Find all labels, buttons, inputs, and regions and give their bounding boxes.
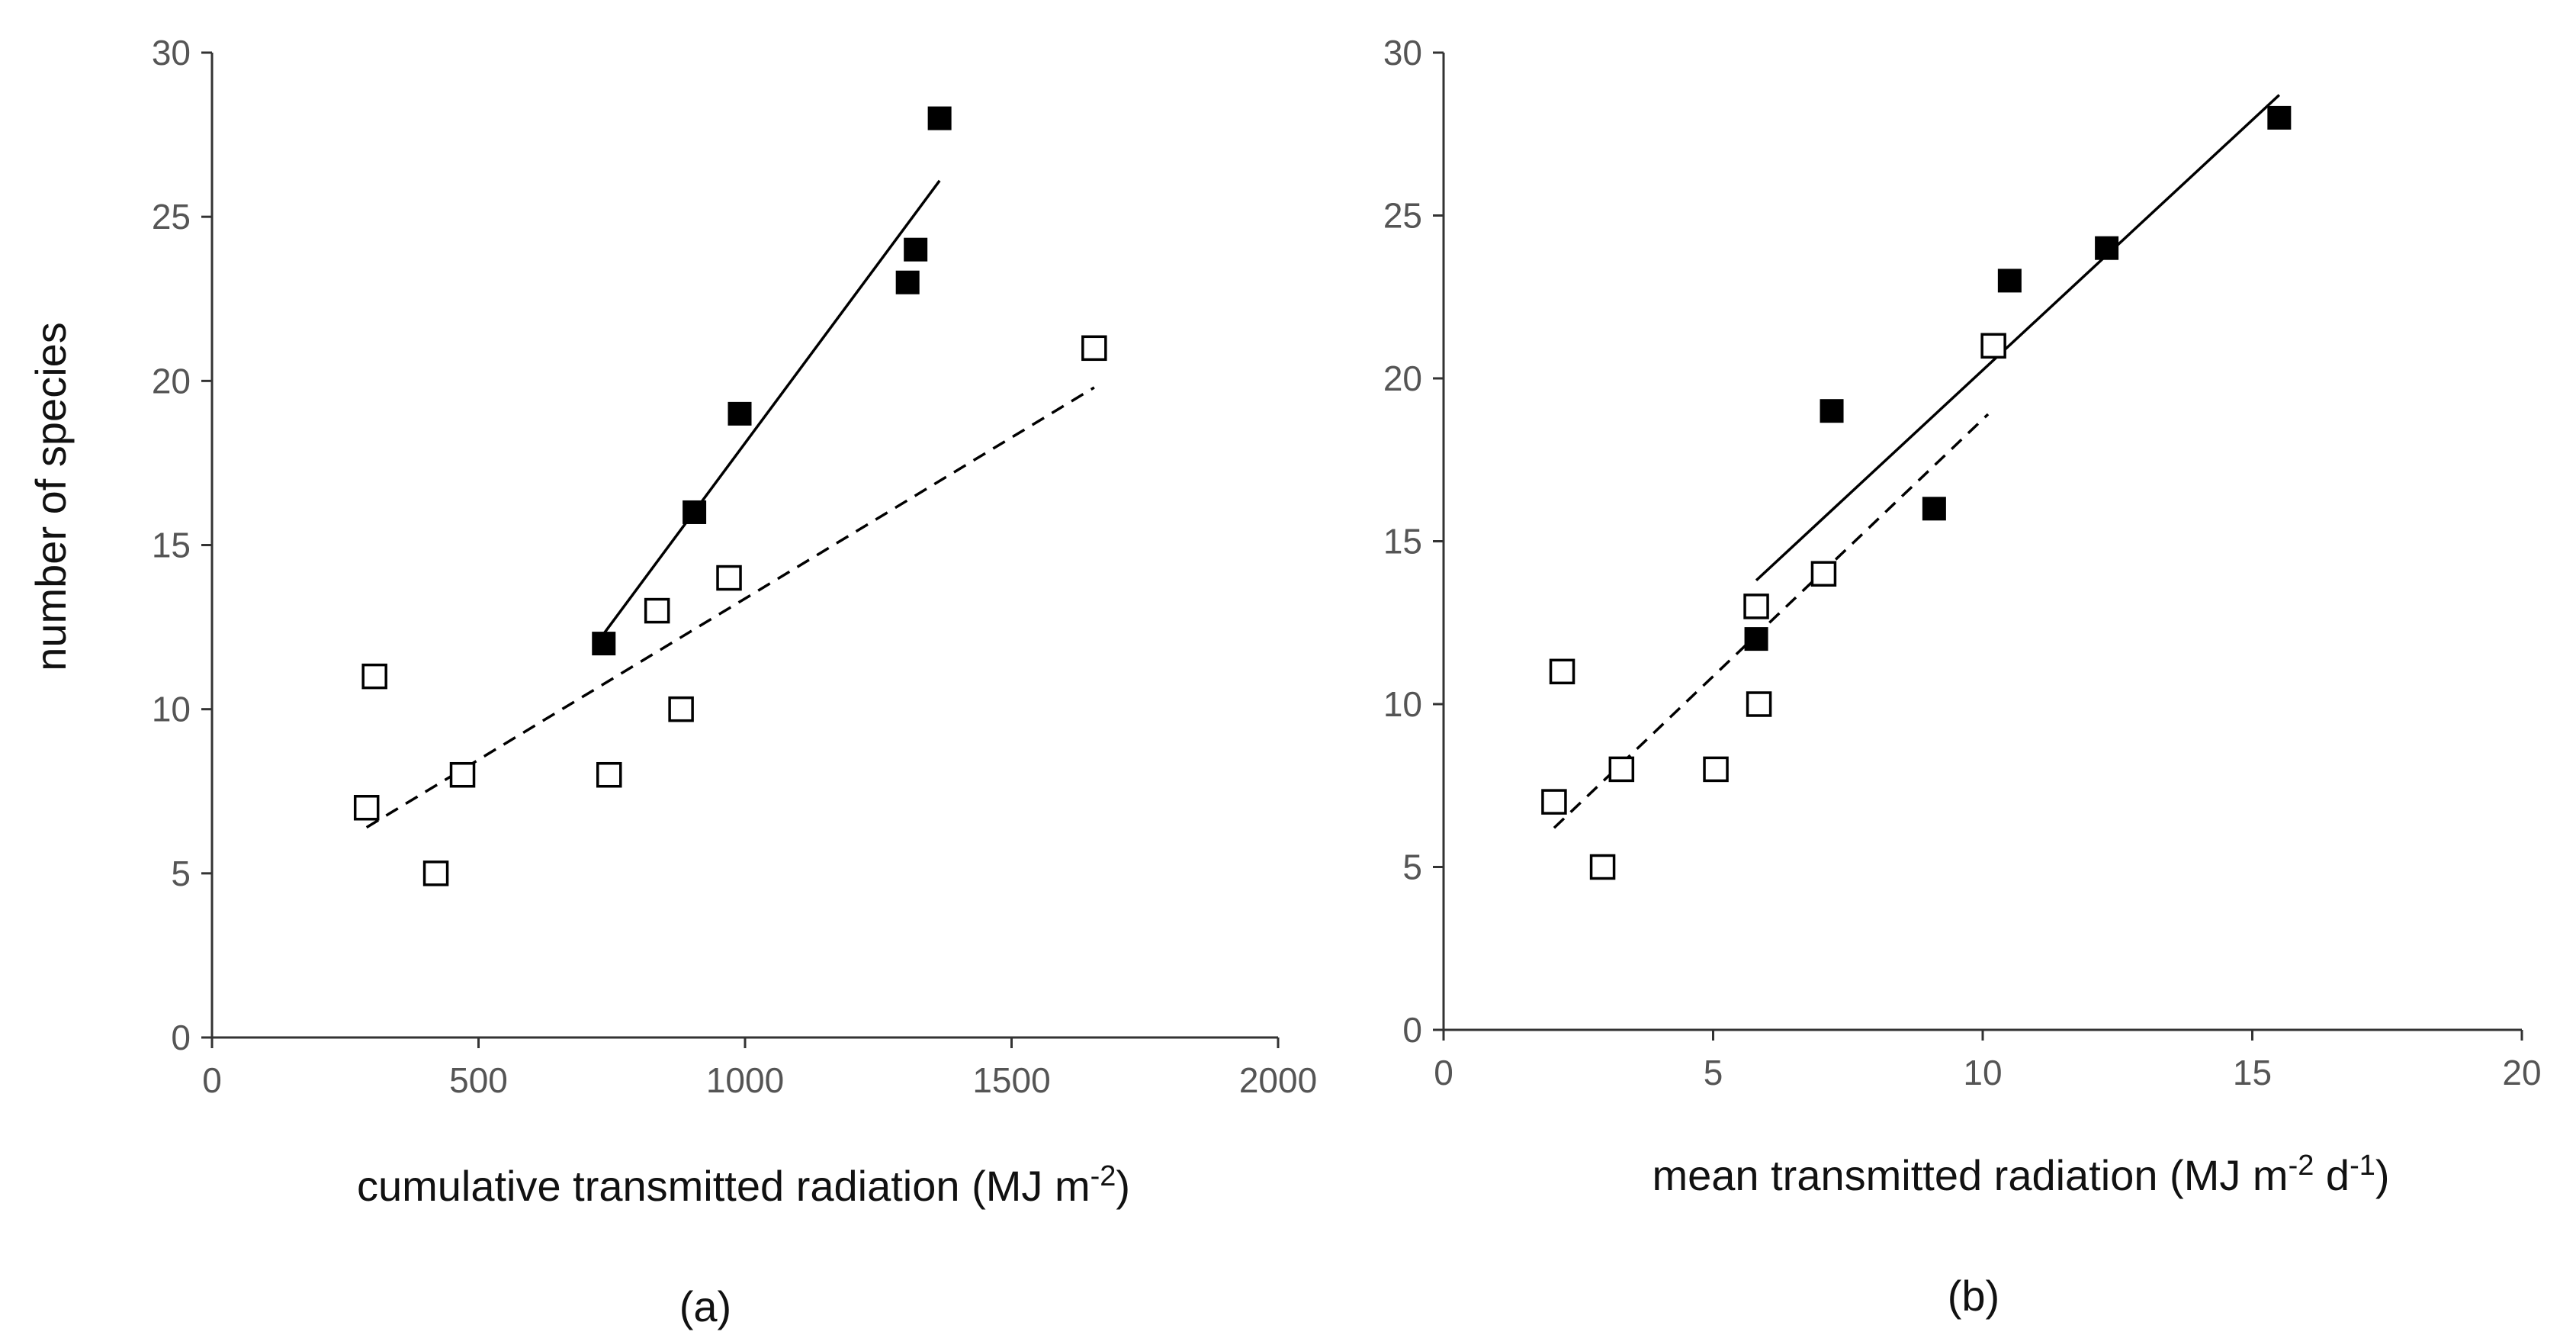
chart-a-y-tick-label: 15 <box>152 526 191 565</box>
chart-a-x-tick-label: 2000 <box>1239 1060 1317 1100</box>
chart-a-filled-square-point <box>904 237 928 262</box>
chart-b-x-tick-labels: 0 5 10 15 20 <box>1434 1053 2541 1092</box>
chart-a-y-tick-label: 30 <box>152 33 191 72</box>
chart-a: 0 5 10 15 20 25 30 0 500 1000 1500 2000 number of … <box>27 33 1317 1330</box>
chart-a-x-tick-label: 0 <box>202 1060 222 1100</box>
chart-a-y-tick-label: 25 <box>152 197 191 236</box>
chart-b-filled-square-point <box>1997 269 2022 293</box>
chart-b-open-square-point <box>1541 789 1567 815</box>
chart-b-open-square-point <box>1743 594 1769 619</box>
chart-b-open-square-point <box>1589 854 1616 880</box>
chart-b-open-square-point <box>1703 756 1729 783</box>
chart-b-filled-square-point <box>1820 399 1844 423</box>
chart-a-open-fit-line <box>365 386 1095 829</box>
chart-b: 0 5 10 15 20 25 30 0 5 10 15 20 mean transmitted r… <box>1383 33 2542 1320</box>
chart-b-panel-label: (b) <box>1948 1272 1999 1320</box>
chart-a-open-square-point <box>716 565 742 591</box>
chart-a-x-tick-label: 500 <box>449 1060 508 1100</box>
chart-b-open-square-point <box>1980 333 2006 359</box>
chart-a-fit-lines <box>365 179 1095 829</box>
chart-b-y-tick-label: 15 <box>1383 522 1422 561</box>
chart-a-x-tick-labels: 0 500 1000 1500 2000 <box>202 1060 1317 1100</box>
chart-a-open-square-point <box>353 795 380 821</box>
chart-b-x-tick-label: 5 <box>1704 1053 1723 1092</box>
chart-a-x-tick-label: 1500 <box>972 1060 1050 1100</box>
chart-a-x-tick-label: 1000 <box>706 1060 784 1100</box>
chart-b-open-square-point <box>1549 658 1575 685</box>
chart-a-filled-square-point <box>683 500 707 524</box>
chart-b-axes <box>1433 51 2523 1041</box>
chart-a-open-square-point <box>644 597 670 624</box>
chart-a-x-axis-title: cumulative transmitted radiation (MJ m-2… <box>357 1160 1130 1210</box>
chart-b-open-square-point <box>1746 691 1772 717</box>
chart-b-fit-lines <box>1553 94 2281 829</box>
chart-b-x-tick-label: 10 <box>1963 1053 2002 1092</box>
chart-b-filled-square-point <box>2267 105 2292 130</box>
chart-b-markers <box>1541 105 2292 880</box>
chart-b-filled-square-point <box>1922 497 1946 521</box>
chart-b-y-tick-labels: 0 5 10 15 20 25 30 <box>1383 33 1422 1050</box>
chart-b-open-square-point <box>1608 756 1635 783</box>
chart-b-y-tick-label: 5 <box>1402 848 1422 887</box>
chart-b-y-tick-label: 20 <box>1383 359 1422 398</box>
chart-b-y-tick-label: 25 <box>1383 196 1422 236</box>
chart-b-x-tick-label: 15 <box>2233 1053 2272 1092</box>
chart-b-open-square-point <box>1810 561 1837 587</box>
chart-b-x-tick-label: 20 <box>2502 1053 2541 1092</box>
chart-a-open-square-point <box>668 696 694 722</box>
chart-a-open-square-point <box>449 761 476 788</box>
chart-b-x-axis-title: mean transmitted radiation (MJ m-2 d-1) <box>1652 1150 2389 1199</box>
chart-b-x-tick-label: 0 <box>1434 1053 1453 1092</box>
chart-a-y-axis-title: number of species <box>27 322 75 671</box>
chart-a-open-square-point <box>422 861 449 886</box>
chart-a-y-tick-labels: 0 5 10 15 20 25 30 <box>152 33 191 1057</box>
chart-a-open-square-point <box>361 663 387 690</box>
chart-a-open-square-point <box>1081 335 1107 362</box>
chart-b-y-tick-label: 10 <box>1383 684 1422 724</box>
chart-a-open-square-point <box>596 761 622 788</box>
chart-a-filled-square-point <box>895 270 920 294</box>
chart-a-y-tick-label: 10 <box>152 690 191 729</box>
chart-b-filled-square-point <box>2095 236 2119 260</box>
chart-a-y-tick-label: 5 <box>171 854 191 893</box>
chart-a-axes <box>201 51 1280 1048</box>
chart-a-y-tick-label: 20 <box>152 361 191 400</box>
chart-a-filled-fit-line <box>602 179 941 635</box>
chart-a-filled-square-point <box>728 401 752 426</box>
chart-b-y-tick-label: 30 <box>1383 33 1422 72</box>
chart-a-markers <box>353 106 1107 886</box>
chart-a-y-tick-label: 0 <box>171 1018 191 1057</box>
chart-b-filled-fit-line <box>1755 94 2281 582</box>
chart-a-panel-label: (a) <box>679 1282 731 1330</box>
chart-a-filled-square-point <box>927 106 952 130</box>
chart-b-y-tick-label: 0 <box>1402 1010 1422 1050</box>
chart-b-filled-square-point <box>1744 627 1768 651</box>
chart-a-filled-square-point <box>592 632 616 656</box>
